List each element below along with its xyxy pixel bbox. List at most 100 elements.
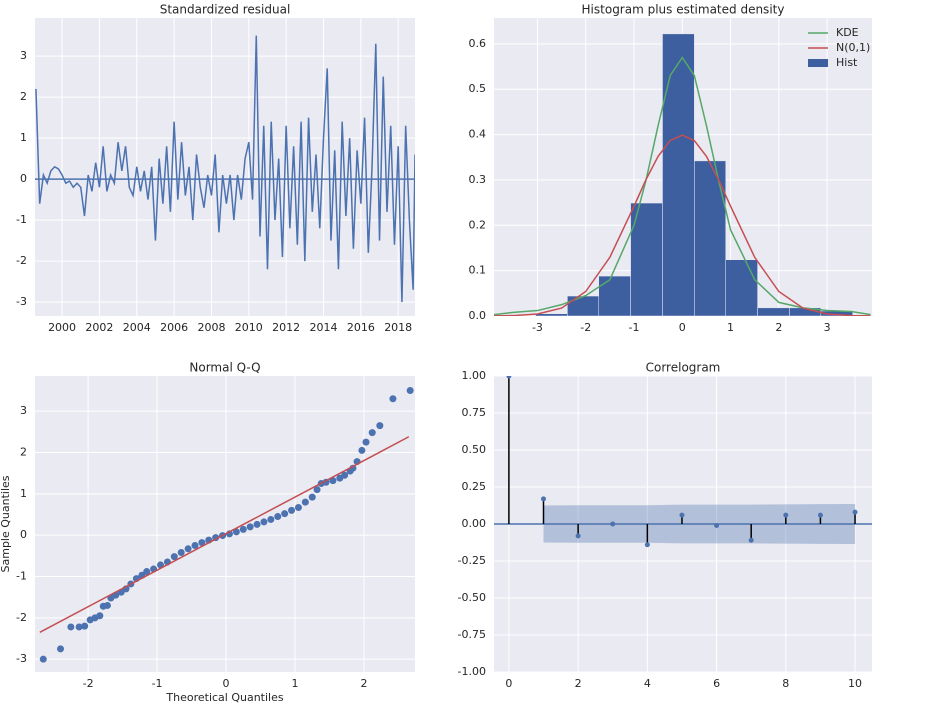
x-tick-label: 2	[360, 677, 367, 690]
y-tick-label: 0	[20, 172, 27, 185]
qq-point	[39, 655, 47, 663]
y-tick-label: -1.00	[458, 665, 486, 678]
hist-bar	[630, 202, 663, 316]
qq-point	[67, 623, 75, 631]
qq-point	[341, 471, 349, 479]
x-tick-label: 4	[644, 677, 651, 690]
qq-point	[191, 541, 199, 549]
qq-point	[267, 515, 275, 523]
y-tick-label: -0.50	[458, 591, 486, 604]
qq-point	[281, 510, 289, 518]
chart-title: Standardized residual	[160, 3, 291, 17]
plot-area	[35, 376, 415, 672]
x-tick-label: 2004	[123, 321, 151, 334]
qq-point	[232, 528, 240, 536]
qq-point	[184, 545, 192, 553]
x-tick-label: -1	[629, 321, 640, 334]
y-axis-label: Sample Quantiles	[0, 475, 12, 572]
stem-marker	[506, 376, 512, 379]
qq-point	[329, 477, 337, 485]
stem-marker	[714, 522, 720, 528]
x-tick-label: 10	[848, 677, 862, 690]
qq-point	[376, 422, 384, 430]
hist-bar	[567, 295, 600, 316]
qq-point	[358, 446, 366, 454]
y-tick-label: 0	[20, 528, 27, 541]
qq-point	[349, 464, 357, 472]
x-tick-label: 6	[713, 677, 720, 690]
axes-background	[35, 18, 415, 316]
y-tick-label: 1.00	[462, 369, 487, 382]
qq-point	[288, 506, 296, 514]
y-tick-label: 0.3	[469, 173, 487, 186]
qq-point	[368, 429, 376, 437]
x-tick-label: 2000	[48, 321, 76, 334]
y-tick-label: 0.50	[462, 443, 487, 456]
y-tick-label: 0.5	[469, 82, 487, 95]
stem-marker	[852, 509, 858, 515]
y-tick-label: 3	[20, 404, 27, 417]
chart-title: Correlogram	[646, 361, 721, 375]
legend-label: Hist	[836, 56, 858, 69]
y-tick-label: -1	[16, 213, 27, 226]
density-line	[494, 134, 871, 316]
x-tick-label: 2012	[272, 321, 300, 334]
qq-point	[294, 503, 302, 511]
y-tick-label: 0.1	[469, 264, 487, 277]
qq-point	[313, 486, 321, 494]
stem-marker	[679, 512, 685, 518]
qq-point	[308, 493, 316, 501]
y-tick-label: -0.75	[458, 628, 486, 641]
x-tick-label: -2	[580, 321, 591, 334]
qq-point	[143, 568, 151, 576]
y-tick-label: 1	[20, 487, 27, 500]
y-tick-label: 0.00	[462, 517, 487, 530]
stem-marker	[610, 521, 616, 527]
y-tick-label: 2	[20, 445, 27, 458]
qq-point	[406, 386, 414, 394]
y-tick-label: -2	[16, 254, 27, 267]
x-tick-label: 2006	[160, 321, 188, 334]
plot-area	[494, 18, 872, 316]
x-tick-label: 2018	[384, 321, 412, 334]
hist-bar	[662, 33, 695, 316]
qq-point	[96, 612, 104, 620]
hist-bar	[598, 275, 631, 316]
x-tick-label: 0	[679, 321, 686, 334]
y-tick-label: -1	[16, 570, 27, 583]
qq-point	[301, 498, 309, 506]
x-tick-label: 2002	[85, 321, 113, 334]
y-tick-label: -3	[16, 295, 27, 308]
qq-point	[274, 513, 282, 521]
x-tick-label: 2016	[347, 321, 375, 334]
reference-line	[39, 436, 410, 633]
stem-marker	[541, 496, 546, 502]
y-tick-label: 3	[20, 49, 27, 62]
plot-area	[35, 18, 415, 316]
qq-point	[260, 518, 268, 526]
y-tick-label: 0.2	[469, 218, 487, 231]
qq-point	[57, 645, 65, 653]
y-tick-label: 0.6	[469, 37, 487, 50]
y-tick-label: -3	[16, 652, 27, 665]
y-tick-label: 0.0	[469, 309, 487, 322]
qq-point	[253, 520, 261, 528]
qq-point	[103, 601, 111, 609]
x-tick-label: 3	[824, 321, 831, 334]
stem-marker	[817, 512, 823, 518]
legend-label: KDE	[836, 26, 859, 39]
legend-label: N(0,1)	[836, 41, 870, 54]
x-tick-label: 2010	[235, 321, 263, 334]
qq-point	[246, 523, 254, 531]
qq-point	[177, 549, 185, 557]
stem-marker	[748, 537, 754, 543]
stem-marker	[644, 542, 650, 548]
chart-title: Histogram plus estimated density	[582, 3, 785, 17]
hist-bar	[725, 259, 758, 316]
y-tick-label: 2	[20, 90, 27, 103]
x-tick-label: 8	[782, 677, 789, 690]
stem-marker	[783, 512, 789, 518]
qq-point	[75, 623, 83, 631]
y-tick-label: 0.25	[462, 480, 487, 493]
x-tick-label: 1	[727, 321, 734, 334]
